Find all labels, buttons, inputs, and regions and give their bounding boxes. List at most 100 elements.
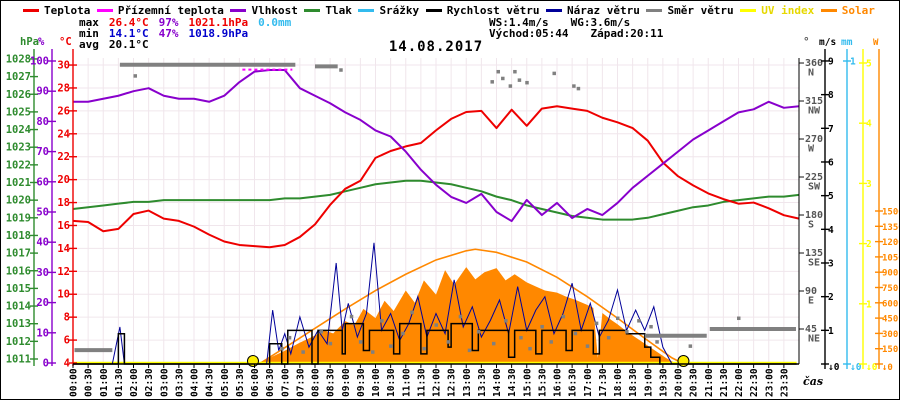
stat-rain-total: 0.0mm <box>258 16 292 29</box>
svg-text:900: 900 <box>882 269 898 279</box>
svg-text:15:00: 15:00 <box>522 368 533 397</box>
svg-text:8: 8 <box>64 312 70 324</box>
svg-text:S: S <box>808 220 814 231</box>
legend-item-2: Vlhkost <box>230 4 298 17</box>
svg-text:03:00: 03:00 <box>159 368 170 397</box>
svg-text:10: 10 <box>57 289 70 301</box>
svg-text:1350: 1350 <box>882 223 900 233</box>
svg-text:10:30: 10:30 <box>386 368 397 397</box>
svg-text:SE: SE <box>808 258 820 269</box>
axes: hPa1011101210131014101510161017101810191… <box>6 35 900 373</box>
svg-text:1: 1 <box>866 299 872 310</box>
legend-item-0: Teplota <box>23 4 90 17</box>
svg-text:9: 9 <box>828 56 834 67</box>
svg-text:°C: °C <box>59 36 72 48</box>
legend-item-3: Tlak <box>304 4 352 17</box>
legend-swatch <box>740 9 757 12</box>
svg-text:7: 7 <box>828 124 834 135</box>
svg-text:NW: NW <box>808 106 821 117</box>
svg-text:1028: 1028 <box>6 53 31 65</box>
stat-wind-gust: WG:3.6m/s <box>570 16 631 29</box>
svg-text:5: 5 <box>866 59 872 70</box>
svg-text:11:30: 11:30 <box>416 368 427 397</box>
svg-text:02:00: 02:00 <box>129 368 140 397</box>
svg-text:4: 4 <box>866 119 872 130</box>
stat-min-temp: 14.1°C <box>108 27 149 40</box>
svg-text:16: 16 <box>57 220 70 232</box>
x-axis-title: čas <box>803 375 823 388</box>
svg-text:1011: 1011 <box>6 354 31 366</box>
humidity-line <box>73 69 800 223</box>
stat-max-temp: 26.4°C <box>108 16 149 29</box>
stat-max-humidity: 97% <box>158 16 179 29</box>
svg-text:NE: NE <box>808 334 820 345</box>
svg-text:↓0: ↓0 <box>828 362 840 373</box>
svg-text:12:00: 12:00 <box>432 368 443 397</box>
svg-text:14: 14 <box>57 243 70 255</box>
svg-text:0: 0 <box>43 358 49 370</box>
svg-text:21:00: 21:00 <box>704 368 715 397</box>
svg-text:01:30: 01:30 <box>114 368 125 397</box>
svg-text:20:00: 20:00 <box>674 368 685 397</box>
svg-text:↓0: ↓0 <box>866 362 878 373</box>
svg-text:22: 22 <box>57 151 70 163</box>
svg-text:1018: 1018 <box>6 230 31 242</box>
pressure-line <box>72 179 800 221</box>
svg-text:1013: 1013 <box>6 318 31 330</box>
svg-text:450: 450 <box>882 315 898 325</box>
svg-text:50: 50 <box>36 207 49 219</box>
svg-text:6: 6 <box>828 157 834 168</box>
svg-text:3: 3 <box>828 258 834 269</box>
svg-text:1017: 1017 <box>6 248 31 260</box>
svg-text:1027: 1027 <box>6 71 31 83</box>
svg-text:2: 2 <box>866 239 872 250</box>
legend: Teplota Přízemní teplota Vlhkost Tlak Srážky… <box>1 4 899 17</box>
svg-text:12:30: 12:30 <box>447 368 458 397</box>
svg-text:hPa: hPa <box>20 36 39 48</box>
sunrise-marker-icon <box>246 355 259 367</box>
svg-text:24: 24 <box>57 128 70 140</box>
svg-text:01:00: 01:00 <box>99 368 110 397</box>
svg-text:90: 90 <box>36 86 49 98</box>
svg-text:8: 8 <box>828 90 834 101</box>
svg-text:1: 1 <box>828 326 834 337</box>
svg-text:11:00: 11:00 <box>401 368 412 397</box>
svg-text:1022: 1022 <box>6 159 31 171</box>
svg-text:mm: mm <box>841 37 853 48</box>
svg-text:1: 1 <box>850 57 856 68</box>
svg-text:05:00: 05:00 <box>220 368 231 397</box>
svg-text:45: 45 <box>805 324 817 335</box>
svg-text:19:00: 19:00 <box>643 368 654 397</box>
svg-text:09:00: 09:00 <box>341 368 352 397</box>
svg-text:06:00: 06:00 <box>250 368 261 397</box>
stat-avg-temp: 20.1°C <box>108 38 149 51</box>
legend-swatch <box>23 9 39 12</box>
svg-text:1200: 1200 <box>882 238 900 248</box>
svg-text:18: 18 <box>57 197 70 209</box>
svg-text:05:30: 05:30 <box>235 368 246 397</box>
svg-text:30: 30 <box>57 60 70 72</box>
svg-text:16:00: 16:00 <box>553 368 564 397</box>
svg-text:16:30: 16:30 <box>568 368 579 397</box>
svg-text:E: E <box>808 296 814 307</box>
svg-text:1019: 1019 <box>6 212 31 224</box>
svg-text:1016: 1016 <box>6 265 31 277</box>
svg-text:30: 30 <box>36 267 49 279</box>
svg-text:1020: 1020 <box>6 195 31 207</box>
legend-item-5: Rychlost větru <box>425 4 539 17</box>
svg-text:40: 40 <box>36 237 49 249</box>
svg-text:100: 100 <box>30 56 49 68</box>
svg-text:1025: 1025 <box>6 106 31 118</box>
solar-clear-sky-line <box>258 248 685 365</box>
svg-text:04:30: 04:30 <box>205 368 216 397</box>
svg-text:1012: 1012 <box>6 336 31 348</box>
stat-max-label: max <box>79 16 99 29</box>
svg-text:23:00: 23:00 <box>764 368 775 397</box>
svg-text:1015: 1015 <box>6 283 31 295</box>
svg-text:22:30: 22:30 <box>749 368 760 397</box>
legend-item-8: UV index <box>740 4 814 17</box>
svg-text:%: % <box>38 36 45 48</box>
svg-text:03:30: 03:30 <box>174 368 185 397</box>
svg-text:6: 6 <box>64 335 70 347</box>
